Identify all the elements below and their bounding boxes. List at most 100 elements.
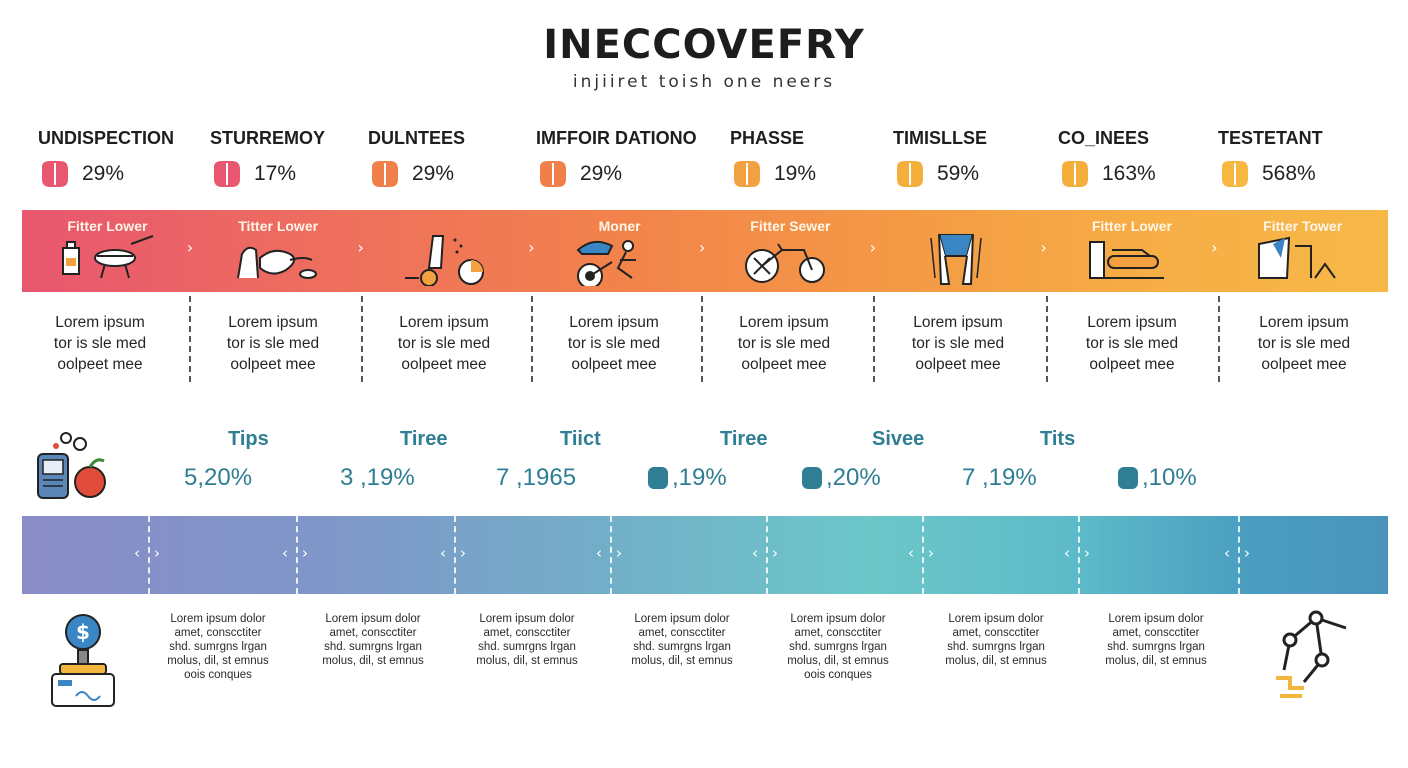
legs-icon (930, 234, 982, 285)
desc-line: Lorem ipsum dolor (790, 613, 886, 625)
desc-line: Lorem ipsum dolor (948, 613, 1044, 625)
desc-line: amet, conscctiter (794, 627, 882, 639)
phase-stat: 29% (536, 159, 712, 189)
tip-title: Tips (228, 428, 269, 450)
dashed-divider (361, 296, 363, 382)
phase-description: Lorem ipsum tor is sle med oolpeet mee (25, 312, 175, 375)
segment-label: Fitter Sewer (750, 218, 831, 234)
phase-stat: 59% (893, 159, 1069, 189)
dollar-scale-icon: $ (51, 614, 115, 707)
dashed-divider (766, 516, 768, 594)
leg-orange-icon (404, 235, 484, 286)
desc-line: molus, dil, st emnus (1105, 655, 1207, 667)
desc-line: shd. sumrgns lrgan (478, 641, 576, 653)
dashed-divider (610, 516, 612, 594)
chevron-left-icon: ‹ (908, 544, 914, 562)
tip-title: Tits (1040, 428, 1076, 450)
desc-line: tor is sle med (397, 335, 491, 352)
dashed-divider (189, 296, 191, 382)
phase-segment: Moner (534, 210, 705, 292)
phase-name: STURREMOY (210, 128, 326, 148)
phase-stat: 29% (368, 159, 544, 189)
phase-segment: Fitter Lower (1047, 210, 1218, 292)
desc-line: Lorem ipsum (1259, 314, 1349, 331)
desc-line: oolpeet mee (741, 356, 827, 373)
metric-segment (454, 516, 610, 594)
desc-line: tor is sle med (737, 335, 831, 352)
desc-line: oolpeet mee (401, 356, 487, 373)
phase-blob-icon (214, 161, 240, 187)
phase-blob-icon (734, 161, 760, 187)
desc-line: molus, dil, st emnus (787, 655, 889, 667)
phase-description: Lorem ipsum tor is sle med oolpeet mee (539, 312, 689, 375)
phase-pct: 29% (412, 162, 455, 185)
tip-value: ,20% (826, 464, 881, 491)
phase-name: TESTETANT (1218, 128, 1323, 148)
phase-segment: Fitter Lower (22, 210, 193, 292)
tip-value-group: ,10% (1118, 464, 1197, 492)
tip-title: Tiree (720, 428, 768, 450)
metric-description: Lorem ipsum dolor amet, conscctiter shd. s… (148, 612, 288, 682)
desc-line: tor is sle med (567, 335, 661, 352)
phase-description: Lorem ipsum tor is sle med oolpeet mee (369, 312, 519, 375)
tip-value: 7 ,19% (962, 464, 1037, 491)
metric-description: Lorem ipsum dolor amet, conscctiter shd. s… (926, 612, 1066, 668)
stairs-icon (1257, 236, 1336, 279)
phase-name: UNDISPECTION (38, 128, 175, 148)
desc-line: oolpeet mee (230, 356, 316, 373)
metric-segment (610, 516, 766, 594)
page-subtitle: injiiret toish one neers (572, 72, 836, 92)
chevron-left-icon: ‹ (282, 544, 288, 562)
chevron-right-icon: › (1084, 544, 1090, 562)
body-meat-icon (237, 246, 318, 279)
phase-description: Lorem ipsum tor is sle med oolpeet mee (198, 312, 348, 375)
desc-line: tor is sle med (1257, 335, 1351, 352)
segment-label: Fitter Tower (1263, 218, 1343, 234)
desc-line: Lorem ipsum dolor (1108, 613, 1204, 625)
phase-name: TIMISLLSE (893, 128, 987, 148)
phase-pct: 17% (254, 162, 297, 185)
desc-line: amet, conscctiter (638, 627, 726, 639)
metric-description: Lorem ipsum dolor amet, conscctiter shd. s… (768, 612, 908, 682)
metric-description: Lorem ipsum dolor amet, conscctiter shd. s… (303, 612, 443, 668)
chevron-right-icon: › (869, 238, 877, 257)
phase-stat: 17% (210, 159, 386, 189)
phase-stat: 163% (1058, 159, 1234, 189)
dashed-divider (531, 296, 533, 382)
chevron-left-icon: ‹ (1224, 544, 1230, 562)
phase-stat: 29% (38, 159, 214, 189)
chevron-right-icon: › (1211, 238, 1218, 257)
page-title: INECCOVEFRY (543, 22, 865, 68)
phase-header: DULNTEES 29% (368, 128, 544, 189)
desc-line: tor is sle med (911, 335, 1005, 352)
phase-blob-icon (42, 161, 68, 187)
desc-line: shd. sumrgns lrgan (633, 641, 731, 653)
metric-segment (22, 516, 148, 594)
tip-value-group: 5,20% (184, 464, 252, 492)
tip-value: 5,20% (184, 464, 253, 491)
desc-line: amet, conscctiter (952, 627, 1040, 639)
svg-text:$: $ (76, 620, 90, 644)
phase-segment: Titter Lower (193, 210, 364, 292)
desc-line: Lorem ipsum dolor (479, 613, 575, 625)
network-nodes-icon (1276, 610, 1347, 698)
desc-line: molus, dil, st emnus (322, 655, 424, 667)
chevron-right-icon: › (616, 544, 622, 562)
tip-value-group: 7 ,19% (962, 464, 1037, 492)
device-apple-icon (37, 432, 106, 499)
tip-title: Tiict (560, 428, 601, 450)
metric-segment (296, 516, 454, 594)
dashed-divider (701, 296, 703, 382)
chevron-right-icon: › (1244, 544, 1250, 562)
metric-description: Lorem ipsum dolor amet, conscctiter shd. s… (612, 612, 752, 668)
dashed-divider (454, 516, 456, 594)
desc-line: Lorem ipsum (228, 314, 318, 331)
cyclist-icon (576, 240, 636, 286)
chevron-right-icon: › (928, 544, 934, 562)
phase-blob-icon (540, 161, 566, 187)
desc-line: amet, conscctiter (483, 627, 571, 639)
phase-description: Lorem ipsum tor is sle med oolpeet mee (1057, 312, 1207, 375)
tag-icon (648, 467, 668, 489)
dashed-divider (1078, 516, 1080, 594)
dashed-divider (922, 516, 924, 594)
